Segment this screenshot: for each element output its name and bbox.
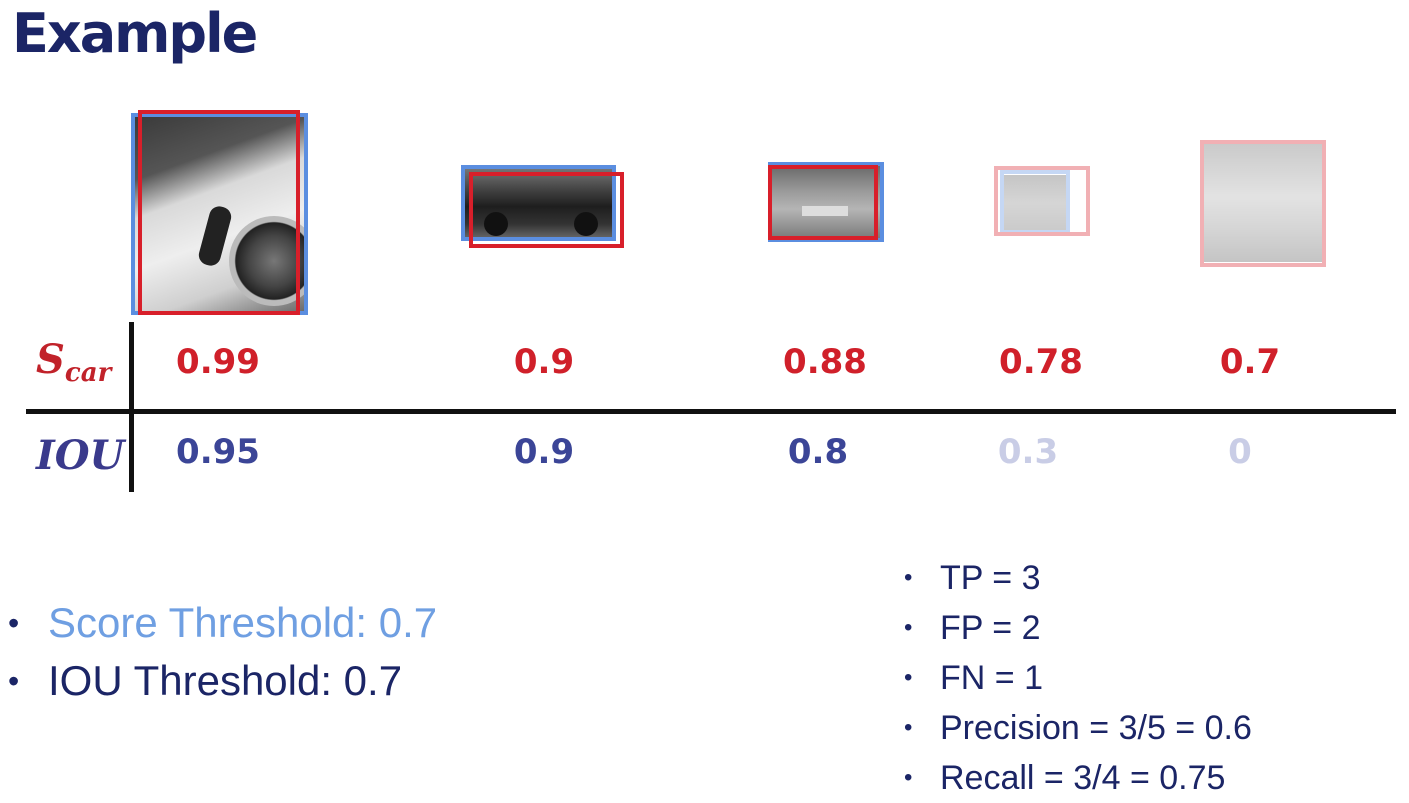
bullet-icon: • xyxy=(904,564,913,591)
bullet-icon: • xyxy=(8,663,20,699)
predicted-box xyxy=(994,166,1090,236)
iou-row-label: IOU xyxy=(36,432,125,479)
list-item: • Precision = 3/5 = 0.6 xyxy=(904,703,1252,753)
ground-truth-box xyxy=(461,165,616,241)
bullet-icon: • xyxy=(904,614,913,641)
iou-value: 0 xyxy=(1228,432,1252,472)
table-vertical-divider xyxy=(129,322,134,492)
threshold-list: • Score Threshold: 0.7 • IOU Threshold: 0.… xyxy=(8,594,437,710)
score-row-label: Scar xyxy=(36,336,112,388)
metrics-list: • TP = 3 • FP = 2 • FN = 1 • Precision = 3/5… xyxy=(904,553,1252,803)
iou-value: 0.9 xyxy=(513,432,575,472)
score-value: 0.88 xyxy=(783,342,867,382)
list-item: • Recall = 3/4 = 0.75 xyxy=(904,753,1252,803)
predicted-box xyxy=(768,165,878,240)
table-horizontal-divider xyxy=(26,409,1396,414)
score-value: 0.9 xyxy=(513,342,575,382)
bullet-icon: • xyxy=(8,605,20,641)
bullet-icon: • xyxy=(904,664,913,691)
predicted-box xyxy=(138,110,300,315)
list-item: • FN = 1 xyxy=(904,653,1252,703)
bullet-icon: • xyxy=(904,714,913,741)
list-item: • FP = 2 xyxy=(904,603,1252,653)
list-item: • TP = 3 xyxy=(904,553,1252,603)
score-value: 0.99 xyxy=(176,342,260,382)
predicted-box xyxy=(469,172,624,248)
score-value: 0.78 xyxy=(999,342,1083,382)
list-item: • Score Threshold: 0.7 xyxy=(8,594,437,652)
predicted-box xyxy=(1200,140,1326,267)
slide-title: Example xyxy=(12,2,258,65)
list-item: • IOU Threshold: 0.7 xyxy=(8,652,437,710)
iou-value: 0.8 xyxy=(787,432,849,472)
bullet-icon: • xyxy=(904,764,913,791)
iou-value: 0.3 xyxy=(997,432,1059,472)
iou-value: 0.95 xyxy=(176,432,260,472)
score-value: 0.7 xyxy=(1219,342,1281,382)
ground-truth-box xyxy=(1000,170,1070,234)
